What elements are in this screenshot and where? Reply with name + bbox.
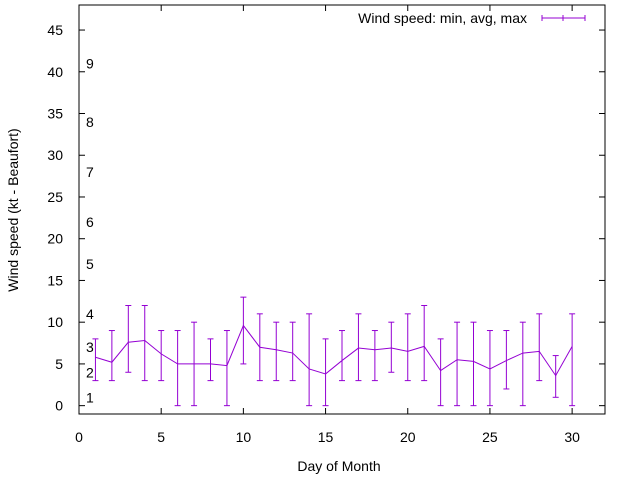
error-bar bbox=[174, 330, 181, 407]
y-tick-label: 30 bbox=[47, 147, 63, 163]
error-bar bbox=[503, 330, 510, 390]
y-tick-label: 0 bbox=[55, 398, 63, 414]
error-bar bbox=[207, 338, 214, 382]
error-bar bbox=[141, 304, 148, 382]
error-bar bbox=[322, 338, 329, 407]
error-bar bbox=[404, 313, 411, 382]
plot-frame bbox=[78, 4, 606, 415]
y-tick-label: 40 bbox=[47, 64, 63, 80]
error-bar bbox=[223, 330, 230, 407]
beaufort-label: 8 bbox=[86, 114, 94, 130]
error-bar bbox=[125, 304, 132, 373]
beaufort-label: 7 bbox=[86, 164, 94, 180]
avg-series-line bbox=[95, 324, 573, 377]
error-bar bbox=[421, 304, 428, 382]
y-axis-label: Wind speed (kt - Beaufort) bbox=[5, 128, 21, 291]
y-tick-label: 20 bbox=[47, 231, 63, 247]
error-bar bbox=[355, 313, 362, 382]
error-bar bbox=[536, 313, 543, 382]
error-bar bbox=[289, 321, 296, 382]
error-bar bbox=[569, 313, 576, 407]
y-tick-label: 45 bbox=[47, 22, 63, 38]
error-bar bbox=[519, 321, 526, 407]
beaufort-label: 2 bbox=[86, 364, 94, 380]
x-tick-label: 30 bbox=[564, 429, 580, 445]
beaufort-label: 9 bbox=[86, 55, 94, 71]
y-tick-label: 10 bbox=[47, 314, 63, 330]
error-bar bbox=[240, 296, 247, 365]
error-bar bbox=[388, 321, 395, 373]
x-tick-label: 25 bbox=[482, 429, 498, 445]
beaufort-label: 5 bbox=[86, 256, 94, 272]
legend-label: Wind speed: min, avg, max bbox=[358, 10, 527, 26]
error-bar bbox=[273, 321, 280, 382]
x-tick-label: 10 bbox=[236, 429, 252, 445]
legend: Wind speed: min, avg, max bbox=[358, 10, 586, 26]
error-bar bbox=[108, 330, 115, 382]
y-tick-label: 25 bbox=[47, 189, 63, 205]
x-tick-label: 20 bbox=[400, 429, 416, 445]
error-bar bbox=[371, 330, 378, 382]
error-bar bbox=[486, 330, 493, 407]
error-bar bbox=[306, 313, 313, 407]
x-tick-label: 15 bbox=[318, 429, 334, 445]
x-tick-label: 5 bbox=[157, 429, 165, 445]
error-bar bbox=[92, 338, 99, 382]
x-tick-label: 0 bbox=[75, 429, 83, 445]
beaufort-label: 6 bbox=[86, 214, 94, 230]
y-tick-label: 5 bbox=[55, 356, 63, 372]
beaufort-scale-labels: 1 2 3 4 5 6 7 8 9 bbox=[86, 55, 94, 405]
beaufort-label: 1 bbox=[86, 389, 94, 405]
x-axis-label: Day of Month bbox=[297, 458, 380, 474]
error-bar bbox=[339, 330, 345, 382]
error-bar bbox=[158, 330, 165, 382]
x-axis-ticks: 0 5 10 15 20 25 30 bbox=[75, 5, 580, 445]
error-bar bbox=[454, 321, 461, 407]
y-tick-label: 35 bbox=[47, 106, 63, 122]
error-bars bbox=[92, 296, 576, 407]
beaufort-label: 4 bbox=[86, 306, 94, 322]
error-bar bbox=[437, 338, 444, 407]
legend-sample-line bbox=[541, 15, 586, 21]
y-tick-label: 15 bbox=[47, 272, 63, 288]
error-bar bbox=[470, 321, 477, 407]
beaufort-label: 3 bbox=[86, 339, 94, 355]
